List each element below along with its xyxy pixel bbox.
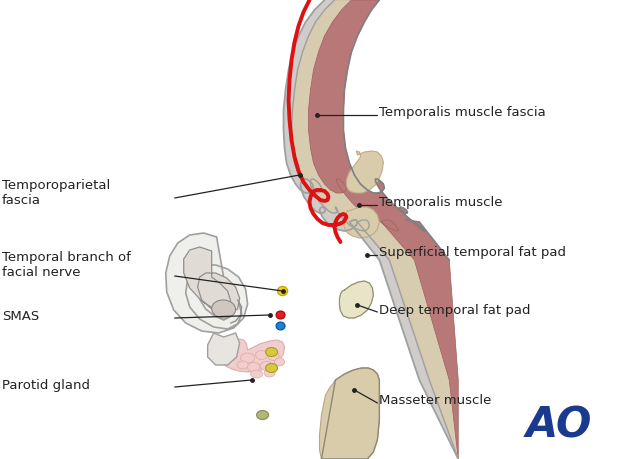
Text: Masseter muscle: Masseter muscle — [379, 393, 492, 407]
Polygon shape — [283, 0, 458, 459]
Ellipse shape — [260, 362, 273, 370]
Text: SMAS: SMAS — [2, 309, 39, 323]
Ellipse shape — [257, 410, 268, 420]
Polygon shape — [340, 281, 373, 318]
Ellipse shape — [275, 358, 285, 366]
Ellipse shape — [264, 369, 275, 377]
Polygon shape — [309, 0, 458, 459]
Ellipse shape — [276, 311, 285, 319]
Ellipse shape — [255, 351, 268, 359]
Ellipse shape — [250, 370, 263, 378]
Ellipse shape — [268, 352, 279, 360]
Polygon shape — [208, 333, 239, 365]
Text: Temporoparietal
fascia: Temporoparietal fascia — [2, 179, 110, 207]
Polygon shape — [343, 207, 379, 238]
Text: Temporal branch of
facial nerve: Temporal branch of facial nerve — [2, 251, 131, 279]
Ellipse shape — [278, 286, 288, 296]
Polygon shape — [166, 233, 247, 333]
Text: Temporalis muscle: Temporalis muscle — [379, 196, 503, 208]
Ellipse shape — [211, 300, 236, 318]
Polygon shape — [291, 0, 458, 459]
Text: Parotid gland: Parotid gland — [2, 379, 90, 392]
Text: AO: AO — [526, 404, 592, 446]
Text: Superficial temporal fat pad: Superficial temporal fat pad — [379, 246, 567, 258]
Ellipse shape — [241, 353, 255, 363]
Ellipse shape — [276, 322, 285, 330]
Polygon shape — [184, 247, 239, 314]
Ellipse shape — [237, 361, 248, 369]
Polygon shape — [221, 339, 285, 372]
Ellipse shape — [265, 364, 278, 373]
Ellipse shape — [265, 347, 278, 357]
Text: Deep temporal fat pad: Deep temporal fat pad — [379, 303, 531, 317]
Text: Temporalis muscle fascia: Temporalis muscle fascia — [379, 106, 546, 118]
Polygon shape — [319, 368, 379, 459]
Ellipse shape — [247, 363, 260, 371]
Polygon shape — [347, 151, 383, 193]
